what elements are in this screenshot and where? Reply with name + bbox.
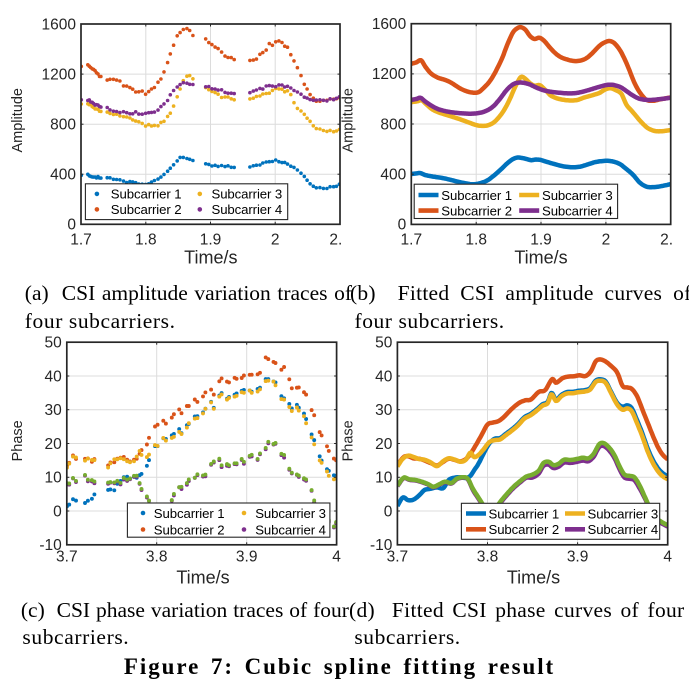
svg-text:50: 50 bbox=[45, 335, 63, 352]
svg-text:30: 30 bbox=[375, 402, 393, 419]
svg-text:Phase: Phase bbox=[10, 420, 26, 461]
svg-text:Subcarrier 1: Subcarrier 1 bbox=[154, 506, 225, 521]
svg-text:2.: 2. bbox=[329, 232, 342, 249]
svg-text:0: 0 bbox=[398, 217, 407, 234]
svg-text:0: 0 bbox=[384, 503, 393, 520]
svg-text:3.8: 3.8 bbox=[477, 549, 499, 566]
svg-text:Subcarrier 3: Subcarrier 3 bbox=[542, 188, 613, 203]
svg-text:Subcarrier 2: Subcarrier 2 bbox=[441, 203, 512, 218]
svg-text:800: 800 bbox=[380, 116, 406, 133]
svg-text:4: 4 bbox=[663, 549, 672, 566]
svg-text:0: 0 bbox=[67, 217, 76, 234]
svg-text:Amplitude: Amplitude bbox=[10, 88, 26, 152]
svg-text:Subcarrier 3: Subcarrier 3 bbox=[255, 506, 326, 521]
svg-text:3.8: 3.8 bbox=[146, 549, 168, 566]
svg-text:10: 10 bbox=[375, 470, 393, 487]
svg-text:Subcarrier 3: Subcarrier 3 bbox=[588, 506, 659, 521]
svg-text:Time/s: Time/s bbox=[184, 248, 237, 268]
svg-text:40: 40 bbox=[45, 368, 63, 385]
svg-text:30: 30 bbox=[45, 402, 63, 419]
svg-text:Subcarrier 4: Subcarrier 4 bbox=[588, 522, 659, 537]
svg-text:50: 50 bbox=[375, 335, 393, 352]
svg-text:Time/s: Time/s bbox=[514, 248, 567, 268]
svg-text:Subcarrier 1: Subcarrier 1 bbox=[111, 187, 182, 202]
svg-text:Time/s: Time/s bbox=[176, 567, 229, 587]
svg-text:3.9: 3.9 bbox=[236, 549, 258, 566]
svg-text:3.9: 3.9 bbox=[567, 549, 589, 566]
svg-text:10: 10 bbox=[45, 470, 63, 487]
svg-text:Subcarrier 2: Subcarrier 2 bbox=[489, 522, 560, 537]
svg-text:4: 4 bbox=[332, 549, 341, 566]
svg-text:1.7: 1.7 bbox=[401, 232, 423, 249]
svg-text:1600: 1600 bbox=[372, 16, 407, 33]
svg-text:0: 0 bbox=[53, 503, 62, 520]
svg-text:40: 40 bbox=[375, 368, 393, 385]
svg-text:Subcarrier 4: Subcarrier 4 bbox=[212, 202, 283, 217]
svg-text:-10: -10 bbox=[370, 537, 393, 554]
svg-text:Phase: Phase bbox=[341, 420, 357, 461]
svg-text:Subcarrier 2: Subcarrier 2 bbox=[111, 202, 182, 217]
svg-text:1.8: 1.8 bbox=[135, 232, 157, 249]
svg-text:2: 2 bbox=[602, 232, 611, 249]
svg-text:Subcarrier 1: Subcarrier 1 bbox=[441, 188, 512, 203]
svg-text:Subcarrier 1: Subcarrier 1 bbox=[489, 506, 560, 521]
svg-text:1.9: 1.9 bbox=[200, 232, 222, 249]
svg-text:400: 400 bbox=[50, 167, 76, 184]
svg-text:3.7: 3.7 bbox=[56, 549, 78, 566]
svg-text:1600: 1600 bbox=[42, 16, 77, 33]
svg-text:1.8: 1.8 bbox=[465, 232, 487, 249]
svg-text:2.: 2. bbox=[660, 232, 673, 249]
svg-text:1200: 1200 bbox=[372, 66, 407, 83]
svg-text:1.9: 1.9 bbox=[530, 232, 552, 249]
svg-text:800: 800 bbox=[50, 117, 76, 134]
svg-text:3.7: 3.7 bbox=[387, 549, 409, 566]
svg-text:20: 20 bbox=[45, 436, 63, 453]
svg-text:Time/s: Time/s bbox=[507, 567, 560, 587]
svg-text:Subcarrier 4: Subcarrier 4 bbox=[255, 522, 326, 537]
svg-text:-10: -10 bbox=[39, 537, 62, 554]
svg-text:1200: 1200 bbox=[42, 66, 77, 83]
svg-text:1.7: 1.7 bbox=[70, 232, 92, 249]
svg-text:20: 20 bbox=[375, 436, 393, 453]
svg-text:2: 2 bbox=[271, 232, 280, 249]
svg-text:Subcarrier 4: Subcarrier 4 bbox=[542, 203, 613, 218]
svg-text:Subcarrier 3: Subcarrier 3 bbox=[212, 187, 283, 202]
svg-text:Subcarrier 2: Subcarrier 2 bbox=[154, 522, 225, 537]
svg-text:400: 400 bbox=[380, 167, 406, 184]
svg-text:Amplitude: Amplitude bbox=[340, 88, 356, 152]
